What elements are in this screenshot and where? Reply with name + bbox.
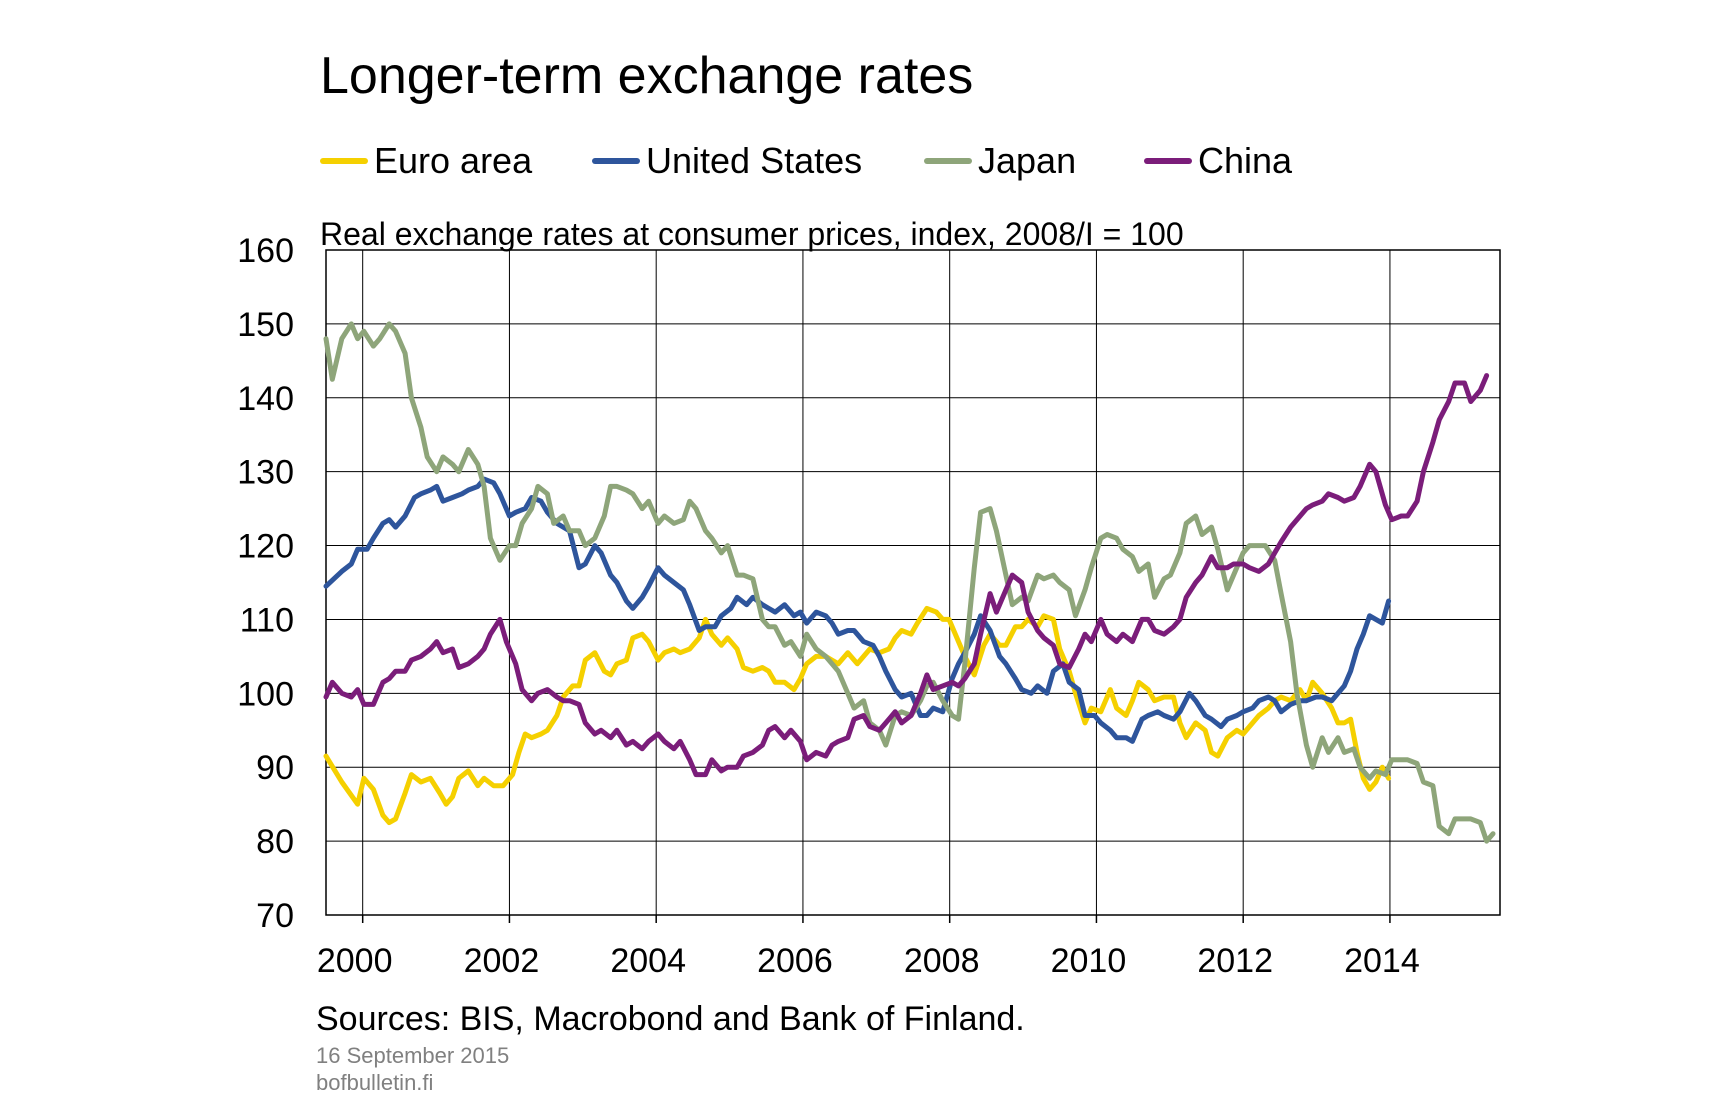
x-tick-label-2002: 2002 xyxy=(464,942,540,980)
legend-swatch-china xyxy=(1144,158,1192,164)
y-tick-label-110: 110 xyxy=(240,601,294,639)
legend-label-euro-area: Euro area xyxy=(374,140,533,181)
plot-area-frame xyxy=(325,249,1501,916)
publish-date: 16 September 2015 xyxy=(316,1043,510,1068)
legend-label-china: China xyxy=(1198,140,1293,181)
series-line-euro-area xyxy=(323,605,1392,826)
y-tick-label-90: 90 xyxy=(256,749,294,787)
sources-note: Sources: BIS, Macrobond and Bank of Finl… xyxy=(316,1000,1025,1038)
y-tick-label-130: 130 xyxy=(237,454,294,492)
series-line-china xyxy=(323,373,1490,778)
series-line-united-states xyxy=(323,476,1392,744)
legend-label-japan: Japan xyxy=(978,140,1077,181)
x-tick-label-2012: 2012 xyxy=(1197,942,1273,980)
site-name: bofbulletin.fi xyxy=(316,1070,434,1095)
legend-item-united-states: United States xyxy=(592,140,862,182)
x-tick-label-2010: 2010 xyxy=(1051,942,1127,980)
legend-label-united-states: United States xyxy=(646,140,863,181)
legend-item-china: China xyxy=(1144,140,1292,182)
x-tick-label-2008: 2008 xyxy=(904,942,980,980)
y-tick-label-150: 150 xyxy=(237,306,294,344)
chart-title: Longer-term exchange rates xyxy=(320,47,974,105)
legend-item-euro-area: Euro area xyxy=(320,140,532,182)
x-tick-label-2000: 2000 xyxy=(317,942,393,980)
y-tick-label-100: 100 xyxy=(237,675,294,713)
legend-swatch-japan xyxy=(924,158,972,164)
y-tick-label-140: 140 xyxy=(237,380,294,418)
x-tick-label-2006: 2006 xyxy=(757,942,833,980)
legend-swatch-euro-area xyxy=(320,158,368,164)
legend-item-japan: Japan xyxy=(924,140,1076,182)
y-tick-label-160: 160 xyxy=(237,232,294,270)
x-tick-label-2004: 2004 xyxy=(610,942,686,980)
x-tick-label-2014: 2014 xyxy=(1344,942,1420,980)
series-line-japan xyxy=(323,321,1496,844)
y-tick-label-70: 70 xyxy=(256,897,294,935)
chart-subtitle: Real exchange rates at consumer prices, … xyxy=(320,216,1184,252)
legend-swatch-united-states xyxy=(592,158,640,164)
y-tick-label-120: 120 xyxy=(237,528,294,566)
y-tick-label-80: 80 xyxy=(256,823,294,861)
